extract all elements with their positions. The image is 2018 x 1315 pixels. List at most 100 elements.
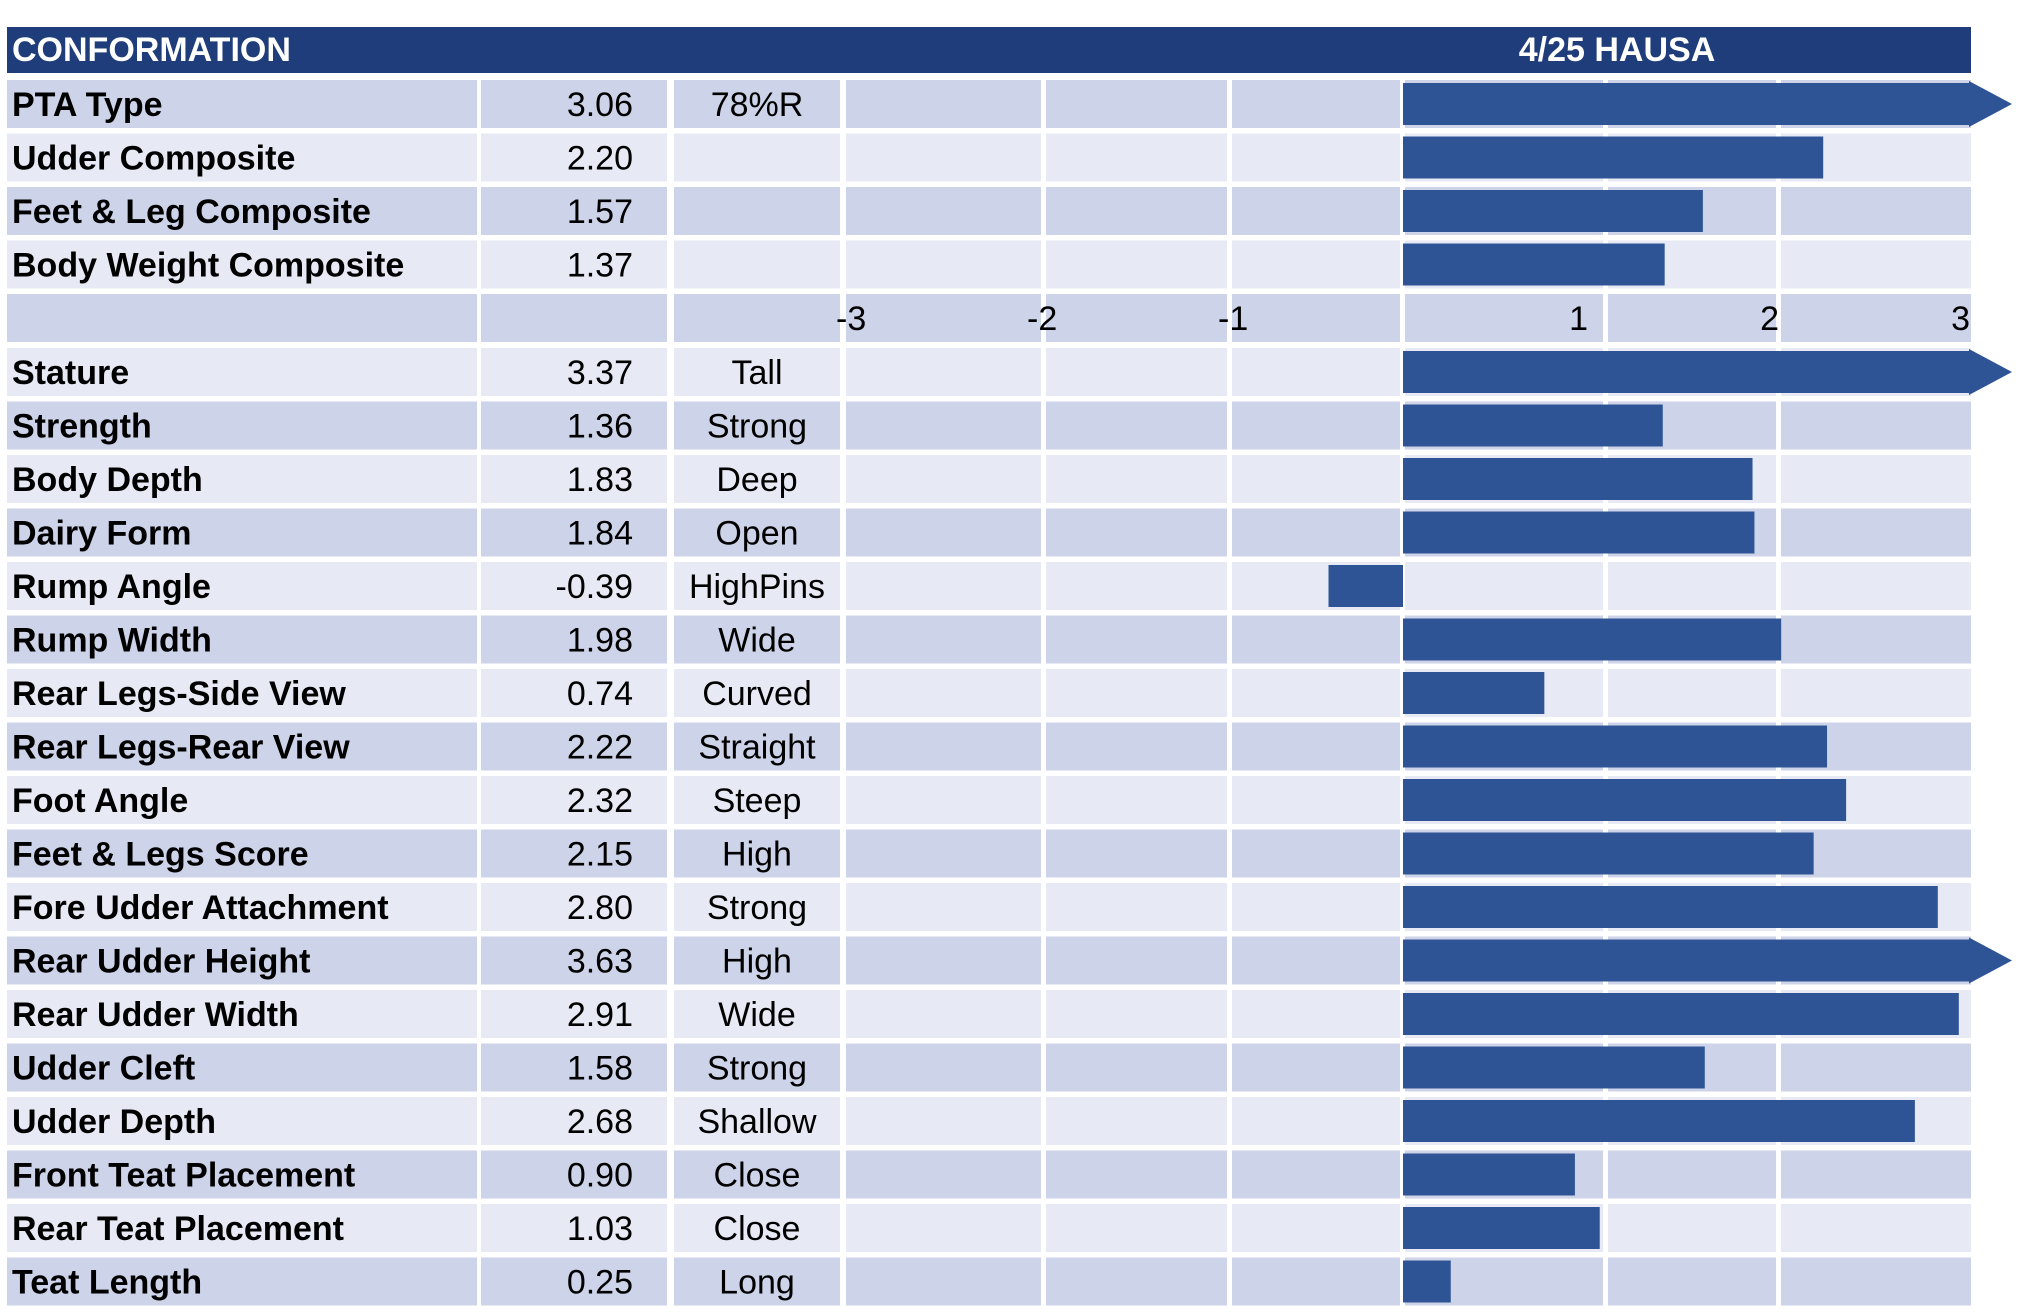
table-row: Strength 1.36 Strong xyxy=(7,401,1971,450)
row-cell xyxy=(1046,722,1227,771)
table-row: Rear Udder Height 3.63 High xyxy=(7,936,2012,985)
row-cell xyxy=(7,883,477,931)
row-cell xyxy=(846,722,1041,771)
bar xyxy=(1403,1046,1705,1089)
trait-label: Rump Angle xyxy=(12,568,211,606)
bar xyxy=(1403,351,1970,393)
row-cell xyxy=(674,1150,840,1199)
trait-descriptor: High xyxy=(722,943,792,981)
trait-label: Strength xyxy=(12,408,152,446)
axis-cell xyxy=(1405,294,1603,342)
bar xyxy=(1403,243,1665,286)
table-row: Rear Teat Placement 1.03 Close xyxy=(7,1204,1971,1252)
bar xyxy=(1403,83,1970,125)
row-cell xyxy=(846,80,1041,128)
row-cell xyxy=(1781,401,1971,450)
trait-descriptor: Deep xyxy=(716,461,797,499)
axis-cell xyxy=(846,294,1041,342)
trait-label: Body Depth xyxy=(12,461,203,499)
bar xyxy=(1403,779,1847,821)
row-cell xyxy=(1046,1150,1227,1199)
row-cell xyxy=(481,1257,667,1306)
row-cell xyxy=(481,776,667,824)
trait-value: 3.06 xyxy=(567,86,633,124)
row-cell xyxy=(481,669,667,717)
row-cell xyxy=(846,240,1041,289)
bar xyxy=(1403,1260,1451,1303)
row-cell xyxy=(1046,348,1227,396)
row-cell xyxy=(7,508,477,557)
bar-overflow-arrow xyxy=(1969,81,2012,127)
row-cell xyxy=(481,401,667,450)
row-cell xyxy=(481,240,667,289)
row-cell xyxy=(1781,455,1971,503)
trait-descriptor: Tall xyxy=(731,354,782,392)
row-cell xyxy=(1781,508,1971,557)
trait-label: Rear Legs-Side View xyxy=(12,675,346,713)
row-cell xyxy=(1046,883,1227,931)
trait-value: 1.57 xyxy=(567,193,633,231)
trait-descriptor: Strong xyxy=(707,408,807,446)
row-cell xyxy=(1781,240,1971,289)
trait-descriptor: Wide xyxy=(718,622,795,660)
row-cell xyxy=(846,776,1041,824)
bar xyxy=(1403,511,1755,554)
bar xyxy=(1403,1207,1600,1249)
row-cell xyxy=(846,829,1041,878)
row-cell xyxy=(846,669,1041,717)
trait-value: 2.68 xyxy=(567,1103,633,1141)
row-cell xyxy=(846,133,1041,182)
axis-cell xyxy=(1608,294,1776,342)
row-cell xyxy=(1046,187,1227,235)
row-cell xyxy=(7,1043,477,1092)
row-cell xyxy=(481,562,667,610)
row-cell xyxy=(1046,1204,1227,1252)
row-cell xyxy=(846,508,1041,557)
bar xyxy=(1403,993,1959,1035)
row-cell xyxy=(674,615,840,664)
table-row: Dairy Form 1.84 Open xyxy=(7,508,1971,557)
trait-label: Foot Angle xyxy=(12,782,188,820)
row-cell xyxy=(1046,615,1227,664)
row-cell xyxy=(1608,669,1776,717)
row-cell xyxy=(674,1043,840,1092)
row-cell xyxy=(846,348,1041,396)
row-cell xyxy=(1232,187,1400,235)
trait-label: Rear Teat Placement xyxy=(12,1210,344,1248)
row-cell xyxy=(1232,722,1400,771)
trait-label: Feet & Legs Score xyxy=(12,836,309,874)
trait-descriptor: Straight xyxy=(698,729,816,767)
row-cell xyxy=(1608,1204,1776,1252)
trait-label: Stature xyxy=(12,354,129,392)
row-cell xyxy=(7,401,477,450)
bar xyxy=(1403,404,1663,447)
table-row: Rear Udder Width 2.91 Wide xyxy=(7,990,1971,1038)
row-cell xyxy=(1781,562,1971,610)
row-cell xyxy=(1781,669,1971,717)
row-cell xyxy=(481,936,667,985)
row-cell xyxy=(1046,401,1227,450)
row-cell xyxy=(7,1257,477,1306)
row-cell xyxy=(1046,1097,1227,1145)
row-cell xyxy=(1232,455,1400,503)
trait-label: Udder Cleft xyxy=(12,1050,195,1088)
trait-descriptor: HighPins xyxy=(689,568,825,606)
row-cell xyxy=(1232,401,1400,450)
trait-value: 0.90 xyxy=(567,1157,633,1195)
row-cell xyxy=(481,1204,667,1252)
bar xyxy=(1403,725,1828,768)
trait-label: Rear Legs-Rear View xyxy=(12,729,350,767)
table-row: Fore Udder Attachment 2.80 Strong xyxy=(7,883,1971,931)
row-cell xyxy=(481,348,667,396)
header-title: CONFORMATION xyxy=(12,31,291,69)
row-cell xyxy=(1046,936,1227,985)
row-cell xyxy=(846,187,1041,235)
trait-descriptor: Steep xyxy=(713,782,802,820)
row-cell xyxy=(7,1150,477,1199)
row-cell xyxy=(674,722,840,771)
row-cell xyxy=(1232,348,1400,396)
table-row: PTA Type 3.06 78%R xyxy=(7,80,2012,128)
row-cell xyxy=(674,187,840,235)
row-cell xyxy=(1046,240,1227,289)
